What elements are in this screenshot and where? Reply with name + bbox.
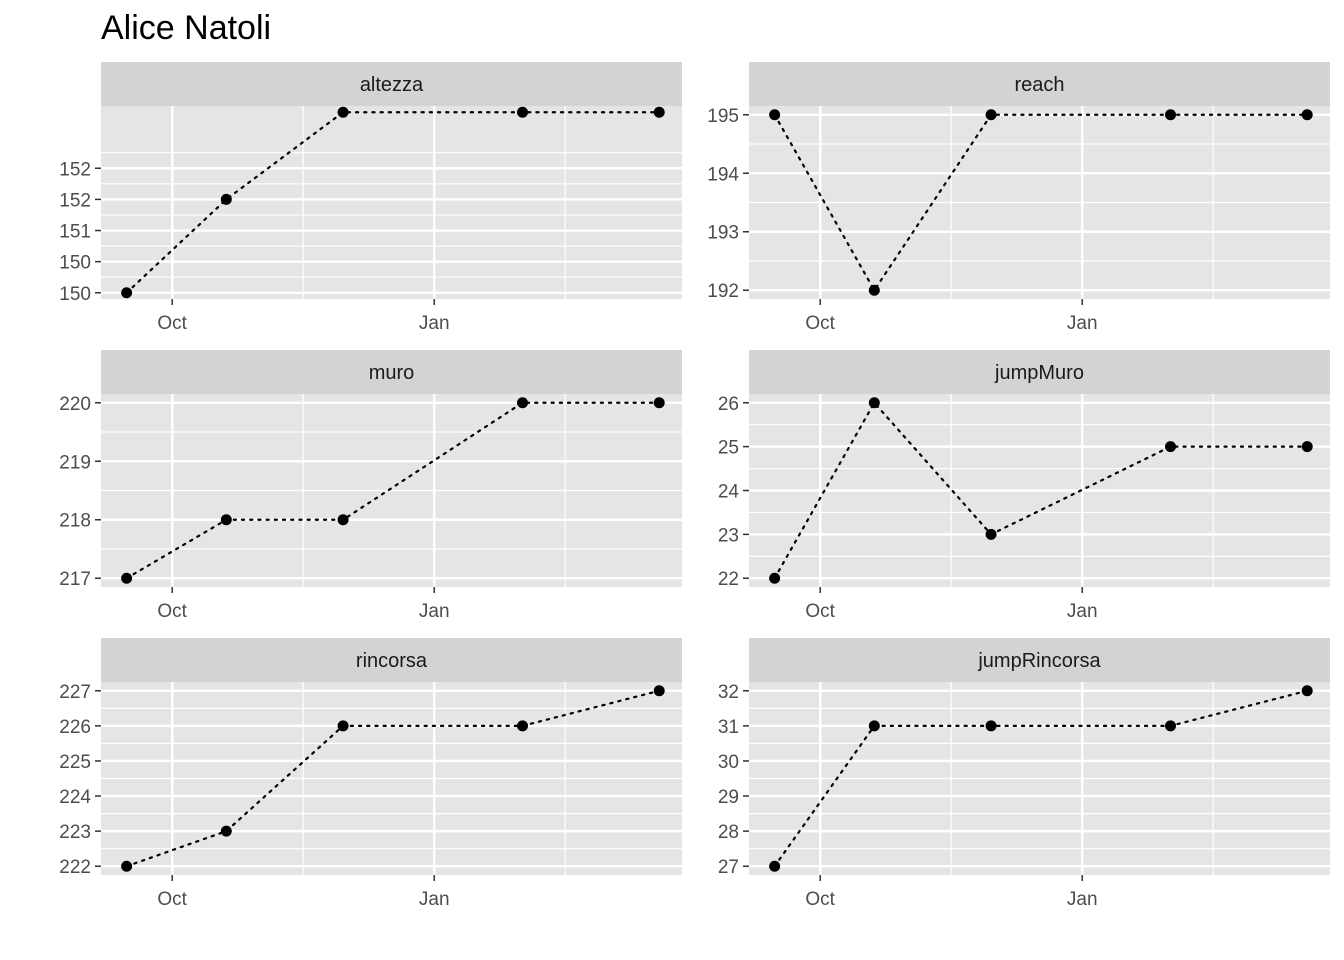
x-tick-label-jumprincorsa-1: Jan bbox=[1067, 889, 1098, 910]
y-tick-label-reach-0: 192 bbox=[707, 281, 739, 302]
facet-label-reach: reach bbox=[1014, 74, 1064, 96]
data-point-rincorsa-2 bbox=[337, 720, 349, 732]
y-tick-label-jumprincorsa-3: 30 bbox=[718, 752, 739, 773]
data-point-reach-3 bbox=[1165, 109, 1177, 121]
data-point-altezza-4 bbox=[653, 106, 665, 118]
y-tick-label-rincorsa-5: 227 bbox=[59, 682, 91, 703]
y-tick-label-altezza-2: 151 bbox=[59, 222, 91, 243]
y-tick-label-jumpmuro-2: 24 bbox=[718, 482, 740, 503]
y-tick-label-jumprincorsa-0: 27 bbox=[718, 857, 739, 878]
data-point-jumpmuro-2 bbox=[985, 528, 997, 540]
y-tick-label-rincorsa-4: 226 bbox=[59, 717, 91, 738]
y-tick-label-jumprincorsa-1: 28 bbox=[718, 822, 739, 843]
x-tick-label-altezza-0: Oct bbox=[157, 313, 187, 334]
data-point-reach-2 bbox=[985, 109, 997, 121]
data-point-jumprincorsa-2 bbox=[985, 720, 997, 732]
facet-label-muro: muro bbox=[369, 362, 415, 384]
facet-strip-reach bbox=[749, 62, 1330, 106]
y-tick-label-jumprincorsa-4: 31 bbox=[718, 717, 739, 738]
y-tick-label-rincorsa-1: 223 bbox=[59, 822, 91, 843]
facet-strip-rincorsa bbox=[101, 638, 682, 682]
y-tick-label-altezza-3: 152 bbox=[59, 190, 91, 211]
data-point-muro-4 bbox=[653, 397, 665, 409]
data-point-rincorsa-4 bbox=[653, 685, 665, 697]
y-tick-label-reach-2: 194 bbox=[707, 164, 739, 185]
data-point-muro-1 bbox=[220, 514, 232, 526]
y-tick-label-rincorsa-2: 224 bbox=[59, 787, 91, 808]
x-tick-label-rincorsa-1: Jan bbox=[419, 889, 450, 910]
data-point-reach-4 bbox=[1301, 109, 1313, 121]
y-tick-label-reach-3: 195 bbox=[707, 106, 739, 127]
x-tick-label-muro-0: Oct bbox=[157, 601, 187, 622]
x-tick-label-reach-0: Oct bbox=[805, 313, 835, 334]
y-tick-label-jumpmuro-4: 26 bbox=[718, 394, 739, 415]
y-tick-label-altezza-0: 150 bbox=[59, 284, 91, 305]
y-tick-label-rincorsa-3: 225 bbox=[59, 752, 91, 773]
facet-label-jumpmuro: jumpMuro bbox=[994, 362, 1084, 384]
data-point-muro-0 bbox=[121, 572, 133, 584]
y-tick-label-altezza-1: 150 bbox=[59, 253, 91, 274]
x-tick-label-rincorsa-0: Oct bbox=[157, 889, 187, 910]
y-tick-label-muro-1: 218 bbox=[59, 511, 91, 532]
x-tick-label-muro-1: Jan bbox=[419, 601, 450, 622]
data-point-altezza-1 bbox=[220, 193, 232, 205]
y-tick-label-jumpmuro-1: 23 bbox=[718, 525, 739, 546]
x-tick-label-jumpmuro-1: Jan bbox=[1067, 601, 1098, 622]
y-tick-label-rincorsa-0: 222 bbox=[59, 857, 91, 878]
y-tick-label-jumprincorsa-5: 32 bbox=[718, 682, 739, 703]
y-tick-label-reach-1: 193 bbox=[707, 223, 739, 244]
data-point-jumprincorsa-3 bbox=[1165, 720, 1177, 732]
data-point-jumpmuro-3 bbox=[1165, 441, 1177, 453]
panel-background-altezza bbox=[101, 106, 682, 299]
x-tick-label-jumprincorsa-0: Oct bbox=[805, 889, 835, 910]
facet-label-jumprincorsa: jumpRincorsa bbox=[977, 650, 1101, 672]
y-tick-label-altezza-4: 152 bbox=[59, 159, 91, 180]
data-point-altezza-2 bbox=[337, 106, 349, 118]
data-point-rincorsa-1 bbox=[220, 825, 232, 837]
y-tick-label-muro-0: 217 bbox=[59, 569, 91, 590]
facet-strip-altezza bbox=[101, 62, 682, 106]
data-point-reach-0 bbox=[769, 109, 781, 121]
y-tick-label-jumpmuro-0: 22 bbox=[718, 569, 739, 590]
facet-strip-jumprincorsa bbox=[749, 638, 1330, 682]
data-point-muro-3 bbox=[517, 397, 529, 409]
y-tick-label-jumprincorsa-2: 29 bbox=[718, 787, 739, 808]
y-tick-label-muro-3: 220 bbox=[59, 394, 91, 415]
x-tick-label-altezza-1: Jan bbox=[419, 313, 450, 334]
data-point-rincorsa-3 bbox=[517, 720, 529, 732]
data-point-altezza-3 bbox=[517, 106, 529, 118]
data-point-altezza-0 bbox=[121, 287, 133, 299]
data-point-jumpmuro-1 bbox=[868, 397, 880, 409]
y-tick-label-jumpmuro-3: 25 bbox=[718, 438, 739, 459]
facet-label-rincorsa: rincorsa bbox=[356, 650, 428, 672]
data-point-jumprincorsa-0 bbox=[769, 860, 781, 872]
facet-label-altezza: altezza bbox=[360, 74, 424, 96]
data-point-rincorsa-0 bbox=[121, 860, 133, 872]
data-point-jumpmuro-0 bbox=[769, 572, 781, 584]
x-tick-label-jumpmuro-0: Oct bbox=[805, 601, 835, 622]
data-point-jumpmuro-4 bbox=[1301, 441, 1313, 453]
y-tick-label-muro-2: 219 bbox=[59, 452, 91, 473]
facet-strip-jumpmuro bbox=[749, 350, 1330, 394]
facet-strip-muro bbox=[101, 350, 682, 394]
x-tick-label-reach-1: Jan bbox=[1067, 313, 1098, 334]
series-line-altezza bbox=[125, 111, 661, 294]
data-point-reach-1 bbox=[868, 284, 880, 296]
data-point-jumprincorsa-1 bbox=[868, 720, 880, 732]
chart-title: Alice Natoli bbox=[101, 9, 272, 47]
data-point-muro-2 bbox=[337, 514, 349, 526]
data-point-jumprincorsa-4 bbox=[1301, 685, 1313, 697]
